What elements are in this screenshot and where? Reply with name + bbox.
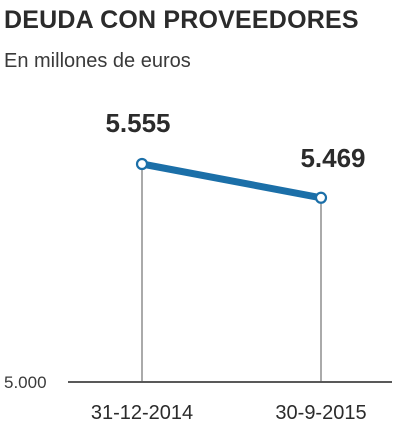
chart-subtitle: En millones de euros [4,50,191,72]
series-line [138,160,325,202]
chart-title: DEUDA CON PROVEEDORES [4,6,359,34]
data-point-marker [135,157,149,171]
y-tick-label: 5.000 [4,373,47,392]
data-label: 5.555 [105,108,170,138]
x-tick-label: 30-9-2015 [275,402,366,424]
data-point-marker [314,191,328,204]
data-label: 5.469 [300,143,365,173]
x-tick-label: 31-12-2014 [91,402,193,424]
chart-layer: 5.000 5.555 5.469 31-12-2014 30-9-2015 [4,108,392,424]
